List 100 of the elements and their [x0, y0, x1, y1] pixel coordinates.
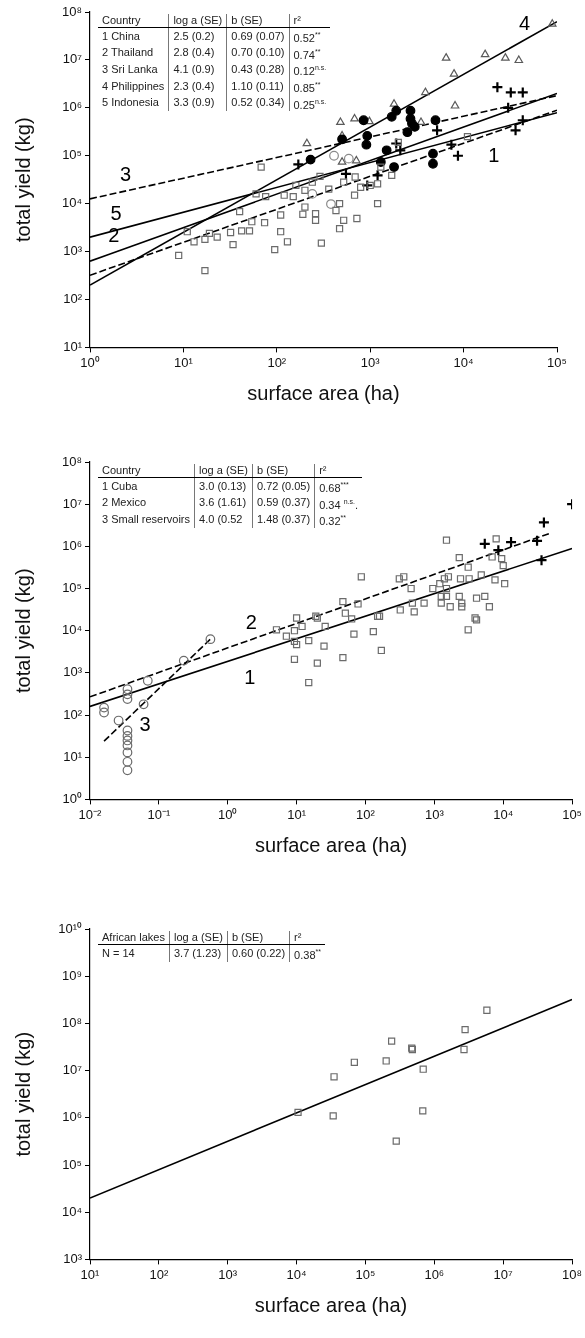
y-tick-label: 10⁶ — [62, 537, 82, 553]
annotation: 3.7 (1.23) — [169, 944, 228, 962]
annotation: N = 14 — [101, 945, 136, 961]
annotation: 3 Small reservoirs — [101, 512, 192, 528]
annotation: 0.72 (0.05) — [252, 477, 315, 495]
x-tick-label: 10² — [356, 806, 376, 822]
annotation: b (SE) — [227, 931, 290, 945]
y-tick-label: 10⁴ — [61, 195, 82, 211]
y-tick-label: 10² — [63, 291, 83, 307]
annotation: 0.70 (0.10) — [226, 44, 289, 62]
annotation: 2.5 (0.2) — [168, 27, 227, 45]
annotation: 4 Philippines — [101, 78, 166, 94]
x-axis-title: surface area (ha) — [254, 1293, 408, 1316]
x-tick-label: 10⁵ — [562, 806, 583, 822]
annotation: 3 — [139, 713, 151, 736]
y-tick-label: 10⁸ — [62, 453, 82, 469]
annotation: 3.3 (0.9) — [168, 94, 227, 112]
x-tick-label: 10² — [149, 1266, 169, 1282]
x-axis-title: surface area (ha) — [254, 833, 408, 856]
annotation: 0.52 (0.34) — [226, 94, 289, 112]
x-tick-label: 10⁷ — [493, 1266, 514, 1282]
x-tick-label: 10⁰ — [80, 354, 100, 370]
annotation: 0.60 (0.22) — [227, 944, 290, 962]
y-tick-label: 10³ — [63, 1250, 83, 1266]
annotation: 4.1 (0.9) — [168, 61, 227, 78]
y-tick-label: 10¹ — [63, 338, 83, 354]
annotation: b (SE) — [226, 14, 289, 28]
annotation: 0.34 $^{n.s.}$. — [314, 494, 362, 512]
annotation: Country — [98, 14, 169, 28]
x-tick-label: 10⁵ — [355, 1266, 376, 1282]
annotation: 2.3 (0.4) — [168, 77, 227, 95]
annotation: 0.74$^{**}$ — [289, 44, 331, 62]
annotation: r² — [289, 931, 325, 945]
annotation: 0.68$^{***}$ — [314, 477, 362, 495]
annotation: log a (SE) — [194, 464, 253, 478]
y-tick-label: 10⁸ — [62, 1014, 82, 1030]
annotation: 4 — [519, 11, 531, 34]
annotation: 2 Thailand — [101, 45, 155, 61]
annotation: 0.59 (0.37) — [252, 494, 315, 512]
annotation: 5 Indonesia — [101, 95, 160, 111]
annotation: 0.32$^{**}$ — [314, 511, 362, 528]
y-tick-label: 10⁰ — [62, 790, 82, 806]
annotation: 0.12$^{n.s.}$ — [289, 61, 331, 78]
annotation: 3.6 (1.61) — [194, 494, 253, 512]
y-tick-label: 10² — [63, 706, 83, 722]
annotation: 2 — [245, 610, 257, 633]
annotation: 0.52$^{**}$ — [289, 27, 331, 45]
y-tick-label: 10³ — [63, 664, 83, 680]
annotation: 0.43 (0.28) — [226, 61, 289, 78]
x-tick-label: 10² — [267, 354, 287, 370]
x-tick-label: 10¹ — [80, 1266, 101, 1282]
y-axis-title: total yield (kg) — [11, 117, 34, 242]
y-tick-label: 10⁴ — [61, 1203, 82, 1219]
x-tick-label: 10⁻¹ — [147, 806, 171, 822]
y-tick-label: 10⁵ — [62, 147, 82, 163]
y-tick-label: 10⁶ — [62, 1109, 82, 1125]
annotation: 3 Sri Lanka — [101, 62, 159, 78]
annotation: 2 Mexico — [101, 495, 148, 511]
x-tick-label: 10³ — [424, 806, 445, 822]
x-tick-label: 10⁶ — [424, 1266, 445, 1282]
annotation: 1 — [488, 144, 500, 167]
annotation: log a (SE) — [169, 931, 228, 945]
annotation: 1.48 (0.37) — [252, 511, 315, 528]
annotation: log a (SE) — [168, 14, 227, 28]
y-tick-label: 10⁵ — [62, 1156, 82, 1172]
x-tick-label: 10¹ — [287, 806, 307, 822]
annotation: r² — [289, 14, 331, 28]
x-tick-label: 10³ — [360, 354, 381, 370]
y-tick-label: 10⁴ — [61, 622, 82, 638]
x-tick-label: 10⁴ — [493, 806, 514, 822]
annotation: b (SE) — [252, 464, 315, 478]
annotation: 2.8 (0.4) — [168, 44, 227, 62]
y-tick-label: 10¹⁰ — [58, 920, 82, 936]
annotation: 1 — [244, 665, 256, 688]
x-tick-label: 10³ — [218, 1266, 238, 1282]
annotation: 0.38$^{**}$ — [289, 944, 325, 962]
y-tick-label: 10⁸ — [62, 3, 82, 19]
annotation: 3.0 (0.13) — [194, 477, 253, 495]
x-tick-label: 10⁻² — [78, 806, 103, 822]
annotation: 1 Cuba — [101, 478, 139, 494]
annotation: African lakes — [98, 931, 170, 945]
x-tick-label: 10⁸ — [562, 1266, 582, 1282]
y-tick-label: 10⁷ — [62, 51, 83, 67]
annotation: 0.69 (0.07) — [226, 27, 289, 45]
annotation: 1 China — [101, 28, 141, 44]
y-tick-label: 10⁷ — [62, 495, 83, 511]
y-axis-title: total yield (kg) — [11, 1031, 34, 1157]
x-axis-title: surface area (ha) — [247, 381, 400, 404]
y-tick-label: 10³ — [63, 243, 83, 259]
x-tick-label: 10⁴ — [286, 1266, 307, 1282]
x-tick-label: 10¹ — [174, 354, 194, 370]
annotation: Country — [98, 464, 195, 478]
y-tick-label: 10¹ — [63, 748, 83, 764]
y-tick-label: 10⁵ — [62, 580, 82, 596]
annotation: 5 — [110, 201, 122, 224]
annotation: 0.25$^{n.s.}$ — [289, 94, 331, 112]
x-tick-label: 10⁰ — [218, 806, 238, 822]
x-tick-label: 10⁵ — [547, 354, 567, 370]
annotation: r² — [314, 464, 362, 478]
x-tick-label: 10⁴ — [453, 354, 474, 370]
